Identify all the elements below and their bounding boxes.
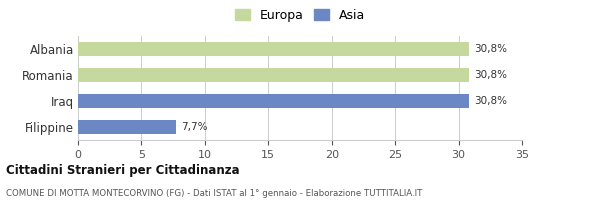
Legend: Europa, Asia: Europa, Asia bbox=[232, 6, 368, 24]
Bar bbox=[78, 94, 469, 108]
Text: 30,8%: 30,8% bbox=[474, 70, 507, 80]
Text: COMUNE DI MOTTA MONTECORVINO (FG) - Dati ISTAT al 1° gennaio - Elaborazione TUTT: COMUNE DI MOTTA MONTECORVINO (FG) - Dati… bbox=[6, 189, 422, 198]
Text: 30,8%: 30,8% bbox=[474, 44, 507, 54]
Bar bbox=[78, 42, 469, 56]
Text: 7,7%: 7,7% bbox=[181, 122, 207, 132]
Text: 30,8%: 30,8% bbox=[474, 96, 507, 106]
Bar bbox=[78, 68, 469, 82]
Text: Cittadini Stranieri per Cittadinanza: Cittadini Stranieri per Cittadinanza bbox=[6, 164, 239, 177]
Bar bbox=[78, 120, 176, 134]
